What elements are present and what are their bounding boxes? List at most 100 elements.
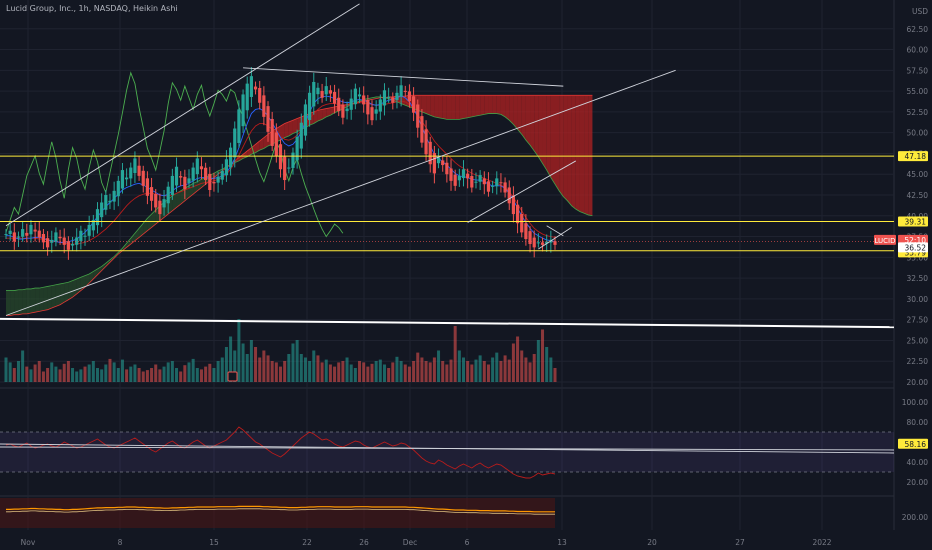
candle-body[interactable] bbox=[216, 176, 220, 183]
candle-body[interactable] bbox=[204, 167, 208, 181]
candle-body[interactable] bbox=[324, 86, 328, 95]
candle-body[interactable] bbox=[291, 152, 295, 168]
candle-body[interactable] bbox=[187, 178, 191, 183]
candle-body[interactable] bbox=[515, 204, 520, 224]
candle-body[interactable] bbox=[21, 229, 25, 237]
candle-body[interactable] bbox=[466, 173, 470, 179]
candle-body[interactable] bbox=[316, 87, 320, 95]
candle-body[interactable] bbox=[95, 209, 100, 226]
candle-body[interactable] bbox=[25, 232, 29, 236]
resistance-trendline[interactable] bbox=[243, 67, 564, 87]
candle-body[interactable] bbox=[174, 166, 179, 186]
candle-body[interactable] bbox=[154, 193, 158, 208]
candle-body[interactable] bbox=[445, 162, 449, 175]
candle-body[interactable] bbox=[158, 200, 162, 215]
candle-body[interactable] bbox=[104, 195, 108, 210]
candle-body[interactable] bbox=[8, 230, 12, 235]
candle-body[interactable] bbox=[75, 237, 79, 245]
candle-body[interactable] bbox=[357, 94, 362, 97]
wedge-lower-trendline[interactable] bbox=[538, 227, 572, 250]
candle-body[interactable] bbox=[441, 160, 445, 166]
candle-body[interactable] bbox=[416, 104, 420, 128]
candle-body[interactable] bbox=[208, 173, 212, 191]
candle-body[interactable] bbox=[511, 195, 516, 215]
candle-body[interactable] bbox=[41, 233, 46, 243]
candle-body[interactable] bbox=[295, 136, 299, 161]
candle-body[interactable] bbox=[499, 182, 503, 184]
candle-body[interactable] bbox=[436, 157, 441, 164]
candle-body[interactable] bbox=[129, 167, 133, 179]
candle-body[interactable] bbox=[33, 229, 37, 232]
candle-body[interactable] bbox=[54, 232, 58, 242]
candle-body[interactable] bbox=[145, 178, 150, 196]
candle-body[interactable] bbox=[536, 242, 540, 244]
channel-upper-trendline[interactable] bbox=[5, 3, 360, 227]
candle-body[interactable] bbox=[353, 88, 357, 105]
candle-body[interactable] bbox=[70, 244, 75, 246]
earnings-icon[interactable] bbox=[227, 371, 238, 382]
candle-body[interactable] bbox=[370, 107, 374, 121]
candle-body[interactable] bbox=[58, 236, 62, 239]
candle-body[interactable] bbox=[391, 97, 395, 103]
candle-body[interactable] bbox=[199, 166, 204, 170]
candle-body[interactable] bbox=[320, 90, 324, 98]
candle-body[interactable] bbox=[87, 224, 91, 236]
candle-body[interactable] bbox=[520, 214, 524, 233]
candle-body[interactable] bbox=[449, 168, 453, 181]
candle-body[interactable] bbox=[524, 223, 528, 240]
candle-body[interactable] bbox=[228, 147, 233, 168]
candle-body[interactable] bbox=[470, 176, 474, 188]
candle-body[interactable] bbox=[303, 104, 308, 136]
candle-body[interactable] bbox=[411, 96, 416, 113]
candle-body[interactable] bbox=[245, 83, 249, 111]
candle-body[interactable] bbox=[553, 241, 557, 245]
candle-body[interactable] bbox=[403, 90, 407, 92]
candle-body[interactable] bbox=[166, 186, 170, 204]
candle-body[interactable] bbox=[428, 141, 432, 165]
candle-body[interactable] bbox=[366, 99, 370, 115]
candle-body[interactable] bbox=[195, 158, 199, 175]
candle-body[interactable] bbox=[241, 94, 245, 127]
candle-body[interactable] bbox=[183, 176, 187, 190]
candle-body[interactable] bbox=[345, 108, 349, 112]
candle-body[interactable] bbox=[478, 175, 482, 182]
candle-body[interactable] bbox=[312, 81, 316, 107]
candle-body[interactable] bbox=[120, 170, 125, 189]
candle-body[interactable] bbox=[349, 98, 353, 110]
candle-body[interactable] bbox=[270, 118, 274, 146]
candle-body[interactable] bbox=[4, 234, 8, 236]
candle-body[interactable] bbox=[283, 156, 287, 181]
candle-body[interactable] bbox=[141, 170, 145, 186]
candle-body[interactable] bbox=[299, 122, 303, 149]
support-trendline[interactable] bbox=[0, 317, 895, 329]
candle-body[interactable] bbox=[341, 104, 345, 118]
candle-body[interactable] bbox=[328, 90, 333, 94]
candle-body[interactable] bbox=[532, 237, 536, 248]
candle-body[interactable] bbox=[258, 88, 262, 103]
candle-body[interactable] bbox=[62, 237, 66, 245]
candle-body[interactable] bbox=[137, 165, 141, 176]
candle-body[interactable] bbox=[432, 153, 436, 174]
triangle-line[interactable] bbox=[546, 225, 564, 237]
candle-body[interactable] bbox=[382, 90, 387, 106]
candle-body[interactable] bbox=[407, 91, 412, 102]
candle-body[interactable] bbox=[457, 175, 461, 181]
candle-body[interactable] bbox=[337, 97, 341, 112]
candle-body[interactable] bbox=[79, 230, 83, 242]
candle-body[interactable] bbox=[507, 187, 511, 204]
candle-body[interactable] bbox=[503, 182, 507, 193]
candle-body[interactable] bbox=[453, 174, 457, 186]
candle-body[interactable] bbox=[491, 185, 495, 187]
candle-body[interactable] bbox=[233, 128, 237, 158]
candle-body[interactable] bbox=[179, 176, 183, 178]
candle-body[interactable] bbox=[116, 180, 120, 197]
candle-body[interactable] bbox=[274, 132, 278, 156]
candle-body[interactable] bbox=[112, 190, 116, 202]
candle-body[interactable] bbox=[133, 158, 137, 174]
candle-body[interactable] bbox=[224, 159, 229, 176]
candle-body[interactable] bbox=[237, 109, 241, 143]
candle-body[interactable] bbox=[162, 199, 166, 208]
candle-body[interactable] bbox=[540, 242, 545, 245]
candle-body[interactable] bbox=[262, 95, 266, 117]
